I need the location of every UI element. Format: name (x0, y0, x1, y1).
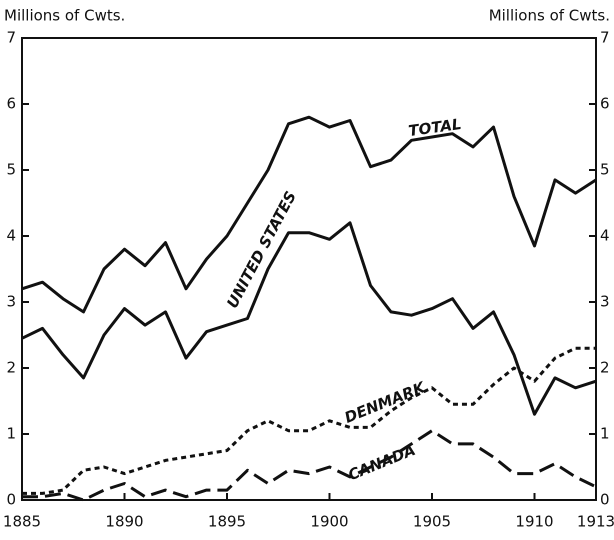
y2-tick-label: 5 (600, 161, 610, 179)
x-tick-label: 1900 (310, 513, 348, 531)
y-tick-label: 5 (6, 161, 16, 179)
x-tick-label: 1890 (105, 513, 143, 531)
y-tick-label: 1 (6, 425, 16, 443)
y-tick-label: 4 (6, 227, 16, 245)
series-line (22, 429, 597, 502)
series-line (21, 221, 597, 416)
y2-tick-label: 2 (600, 359, 610, 377)
y-axis-label: Millions of Cwts. (4, 7, 125, 25)
series-line (21, 115, 597, 314)
x-tick-label: 1895 (208, 513, 246, 531)
y-tick-label: 6 (6, 95, 16, 113)
plot-frame (21, 37, 597, 501)
y2-tick-label: 4 (600, 227, 610, 245)
x-tick-label: 1913 (577, 513, 614, 531)
series-label: UNITED STATES (223, 188, 300, 311)
y-tick-label: 0 (6, 491, 16, 509)
y-tick-label: 7 (6, 29, 16, 47)
y2-tick-label: 6 (600, 95, 610, 113)
series-label: DENMARK (342, 378, 429, 427)
y-tick-label: 3 (6, 293, 16, 311)
y-tick-label: 2 (6, 359, 16, 377)
y2-tick-label: 7 (600, 29, 610, 47)
series-line (22, 346, 596, 495)
series-label: CANADA (346, 441, 418, 484)
x-tick-label: 1905 (413, 513, 451, 531)
x-tick-label: 1885 (3, 513, 41, 531)
y2-axis-label: Millions of Cwts. (489, 7, 610, 25)
y2-tick-label: 1 (600, 425, 610, 443)
y2-tick-label: 3 (600, 293, 610, 311)
y2-tick-label: 0 (600, 491, 610, 509)
x-tick-label: 1910 (515, 513, 553, 531)
